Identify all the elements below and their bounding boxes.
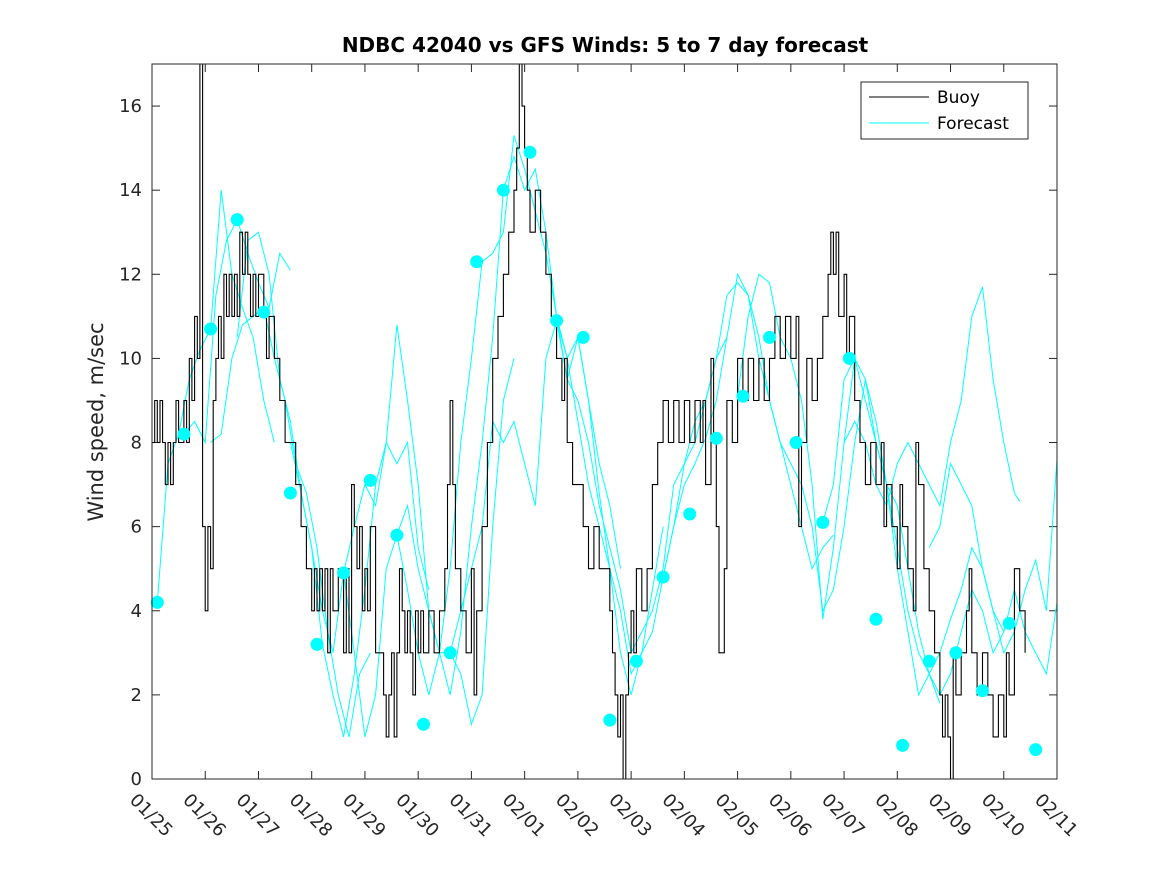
forecast-marker-point <box>496 183 510 197</box>
forecast-marker-point <box>363 473 377 487</box>
y-tick-label: 16 <box>119 96 142 117</box>
y-tick-label: 6 <box>131 517 142 538</box>
forecast-marker-point <box>443 646 457 660</box>
forecast-series-line <box>737 273 1005 676</box>
forecast-marker-point <box>683 507 697 521</box>
forecast-marker-point <box>310 637 324 651</box>
y-tick-label: 8 <box>131 433 142 454</box>
y-tick-label: 2 <box>131 685 142 706</box>
y-axis-label: Wind speed, m/sec <box>84 322 108 521</box>
forecast-series-line <box>843 286 1021 508</box>
plot-area-frame <box>151 63 1058 780</box>
forecast-marker-point <box>283 486 297 500</box>
forecast-marker-point <box>922 654 936 668</box>
forecast-marker-point <box>150 595 164 609</box>
forecast-marker-point <box>576 330 590 344</box>
series-layer <box>152 64 1057 779</box>
forecast-marker-point <box>842 351 856 365</box>
forecast-marker-point <box>390 528 404 542</box>
forecast-series-line <box>156 190 275 603</box>
forecast-series-line <box>449 320 728 655</box>
chart-title: NDBC 42040 vs GFS Winds: 5 to 7 day fore… <box>342 33 869 57</box>
forecast-marker-point <box>949 646 963 660</box>
forecast-marker-point <box>629 654 643 668</box>
forecast-marker-point <box>709 431 723 445</box>
forecast-marker-point <box>976 684 989 698</box>
legend-box <box>860 81 1029 140</box>
forecast-marker-point <box>230 213 244 227</box>
forecast-marker-point <box>869 612 883 626</box>
y-tick-label: 14 <box>119 180 142 201</box>
forecast-marker-point <box>177 427 191 441</box>
forecast-marker-point <box>789 436 803 449</box>
forecast-marker-point <box>470 255 484 269</box>
legend: Buoy Forecast <box>860 81 1029 140</box>
y-tick-label: 4 <box>131 601 142 622</box>
forecast-series-line <box>396 154 664 696</box>
forecast-marker-point <box>337 566 351 580</box>
forecast-marker-point <box>417 717 430 731</box>
y-tick-label: 10 <box>119 348 142 369</box>
legend-forecast-label: Forecast <box>937 114 1009 134</box>
forecast-marker-point <box>656 570 670 584</box>
forecast-marker-point <box>257 305 271 319</box>
forecast-marker-point <box>603 713 617 727</box>
forecast-series-line <box>236 231 430 738</box>
y-tick-label: 12 <box>119 264 142 285</box>
forecast-series-line <box>210 307 371 738</box>
buoy-series-line <box>152 64 1026 779</box>
y-tick-labels: 0 2 4 6 8 10 12 14 16 <box>119 96 142 790</box>
forecast-marker-point <box>1029 743 1043 757</box>
forecast-markers <box>150 145 1043 757</box>
legend-buoy-label: Buoy <box>937 88 980 108</box>
forecast-marker-point <box>816 515 830 529</box>
forecast-series-line <box>928 459 1057 655</box>
forecast-marker-point <box>1002 616 1016 630</box>
forecast-marker-point <box>204 322 218 336</box>
forecast-marker-point <box>896 738 910 752</box>
forecast-marker-point <box>523 145 537 159</box>
forecast-marker-point <box>550 314 564 328</box>
forecast-marker-point <box>736 389 750 403</box>
forecast-marker-point <box>763 330 776 344</box>
forecast-series-line <box>556 272 834 696</box>
y-tick-label: 0 <box>131 769 142 790</box>
